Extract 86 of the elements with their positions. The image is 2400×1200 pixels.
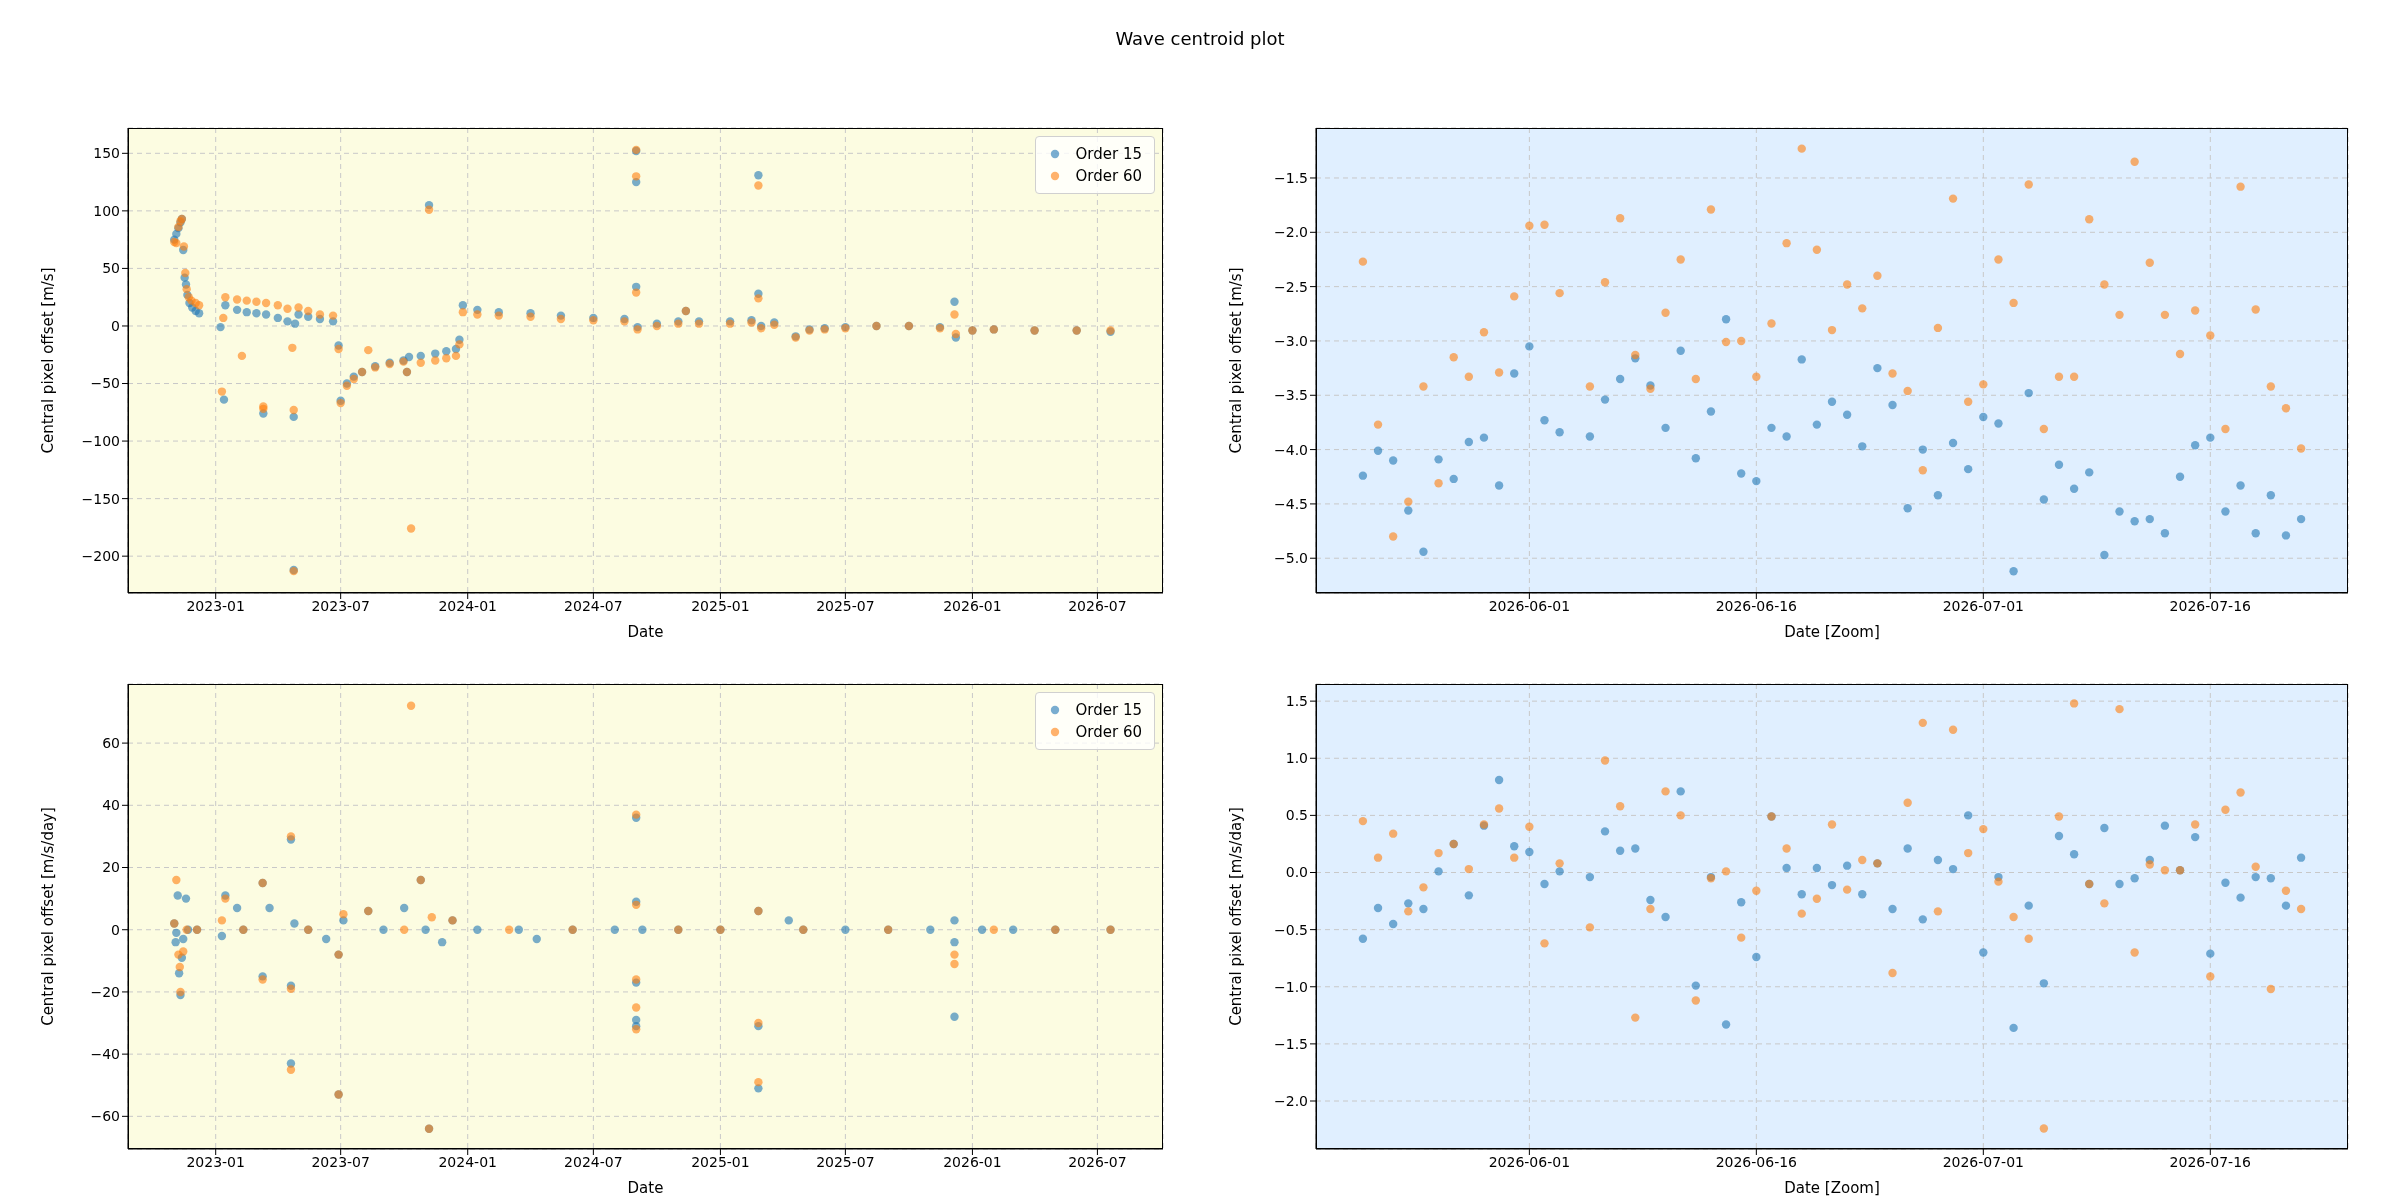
x-axis-title: Date <box>627 623 664 641</box>
x-axis-title: Date [Zoom] <box>1784 1179 1880 1197</box>
point <box>989 925 999 934</box>
x-tick-label: 2026-06-16 <box>1715 1153 1798 1170</box>
x-tick-label: 2025-01 <box>691 1153 750 1170</box>
x-tick-label: 2024-07 <box>564 597 623 614</box>
y-tick-label: 40 <box>102 797 120 814</box>
y-tick-label: −150 <box>81 490 120 507</box>
x-tick-label: 2025-07 <box>816 597 875 614</box>
y-tick-label: −4.0 <box>1274 441 1308 458</box>
y-axis-title: Central pixel offset [m/s] <box>39 267 58 454</box>
y-tick-label: −2.0 <box>1274 224 1308 241</box>
y-tick-label: −60 <box>90 1108 120 1125</box>
x-tick-label: 2024-01 <box>438 1153 497 1170</box>
point <box>950 959 959 969</box>
legend-label: Order 60 <box>1075 166 1142 187</box>
y-tick-label: −40 <box>90 1046 120 1063</box>
y-tick-label: 1.0 <box>1285 750 1308 767</box>
y-tick-label: −1.0 <box>1274 978 1308 995</box>
legend-label: Order 60 <box>1075 722 1142 743</box>
y-tick-label: −0.5 <box>1274 921 1308 938</box>
x-tick-label: 2023-01 <box>186 597 245 614</box>
y-tick-label: −1.5 <box>1274 169 1308 186</box>
y-tick-label: −50 <box>90 375 120 392</box>
y-tick-label: −100 <box>81 433 120 450</box>
point <box>406 701 416 710</box>
x-tick-label: 2026-07-01 <box>1942 597 2025 614</box>
y-tick-label: −2.5 <box>1274 278 1308 295</box>
y-tick-label: 0 <box>111 317 120 334</box>
x-tick-label: 2026-07 <box>1068 1153 1127 1170</box>
x-tick-label: 2023-01 <box>186 1153 245 1170</box>
y-tick-label: 60 <box>102 735 120 752</box>
point <box>950 950 959 959</box>
point <box>754 1077 763 1087</box>
y-tick-label: 20 <box>102 859 120 876</box>
x-tick-label: 2026-06-01 <box>1488 1153 1571 1170</box>
point <box>339 909 348 919</box>
legend-label: Order 15 <box>1075 700 1142 721</box>
x-tick-label: 2025-01 <box>691 597 750 614</box>
text: Wave centroid plot <box>1114 28 1286 49</box>
y-tick-label: 50 <box>102 260 120 277</box>
legend-label: Order 15 <box>1075 144 1142 165</box>
x-tick-label: 2026-07-16 <box>2169 1153 2252 1170</box>
point <box>179 947 188 956</box>
y-tick-label: 0 <box>111 921 120 938</box>
y-tick-label: 0.5 <box>1285 807 1308 824</box>
y-axis-title: Central pixel offset [m/s/day] <box>1227 807 1246 1026</box>
y-tick-label: 1.5 <box>1285 693 1308 710</box>
x-tick-label: 2023-07 <box>311 597 370 614</box>
x-tick-label: 2026-07-16 <box>2169 597 2252 614</box>
x-tick-label: 2026-06-01 <box>1488 597 1571 614</box>
point <box>175 962 184 972</box>
y-tick-label: −4.5 <box>1274 495 1308 512</box>
point <box>217 916 227 925</box>
y-axis-title: Central pixel offset [m/s/day] <box>39 807 58 1026</box>
x-tick-label: 2024-01 <box>438 597 497 614</box>
y-tick-label: −3.0 <box>1274 332 1308 349</box>
x-axis-title: Date [Zoom] <box>1784 623 1880 641</box>
point <box>631 1025 641 1034</box>
point <box>504 925 514 934</box>
x-tick-label: 2026-01 <box>943 1153 1002 1170</box>
y-tick-label: −3.5 <box>1274 387 1308 404</box>
point <box>631 1003 641 1012</box>
y-tick-label: −5.0 <box>1274 550 1308 567</box>
x-tick-label: 2025-07 <box>816 1153 875 1170</box>
point <box>427 913 436 922</box>
x-axis-title: Date <box>627 1179 664 1197</box>
y-tick-label: 100 <box>93 202 120 219</box>
x-tick-label: 2024-07 <box>564 1153 623 1170</box>
point <box>286 984 296 994</box>
x-tick-label: 2026-01 <box>943 597 1002 614</box>
y-tick-label: −20 <box>90 983 120 1000</box>
y-tick-label: −2.0 <box>1274 1092 1308 1109</box>
point <box>631 900 641 910</box>
y-axis-title: Central pixel offset [m/s] <box>1227 267 1246 454</box>
x-tick-label: 2026-07-01 <box>1942 1153 2025 1170</box>
y-tick-label: 150 <box>93 145 120 162</box>
point <box>399 925 409 934</box>
x-tick-label: 2026-06-16 <box>1715 597 1798 614</box>
x-tick-label: 2026-07 <box>1068 597 1127 614</box>
y-tick-label: −200 <box>81 548 120 565</box>
point <box>286 1065 296 1074</box>
y-tick-label: −1.5 <box>1274 1035 1308 1052</box>
y-tick-label: 0.0 <box>1285 864 1308 881</box>
point <box>172 875 181 885</box>
x-tick-label: 2023-07 <box>311 1153 370 1170</box>
